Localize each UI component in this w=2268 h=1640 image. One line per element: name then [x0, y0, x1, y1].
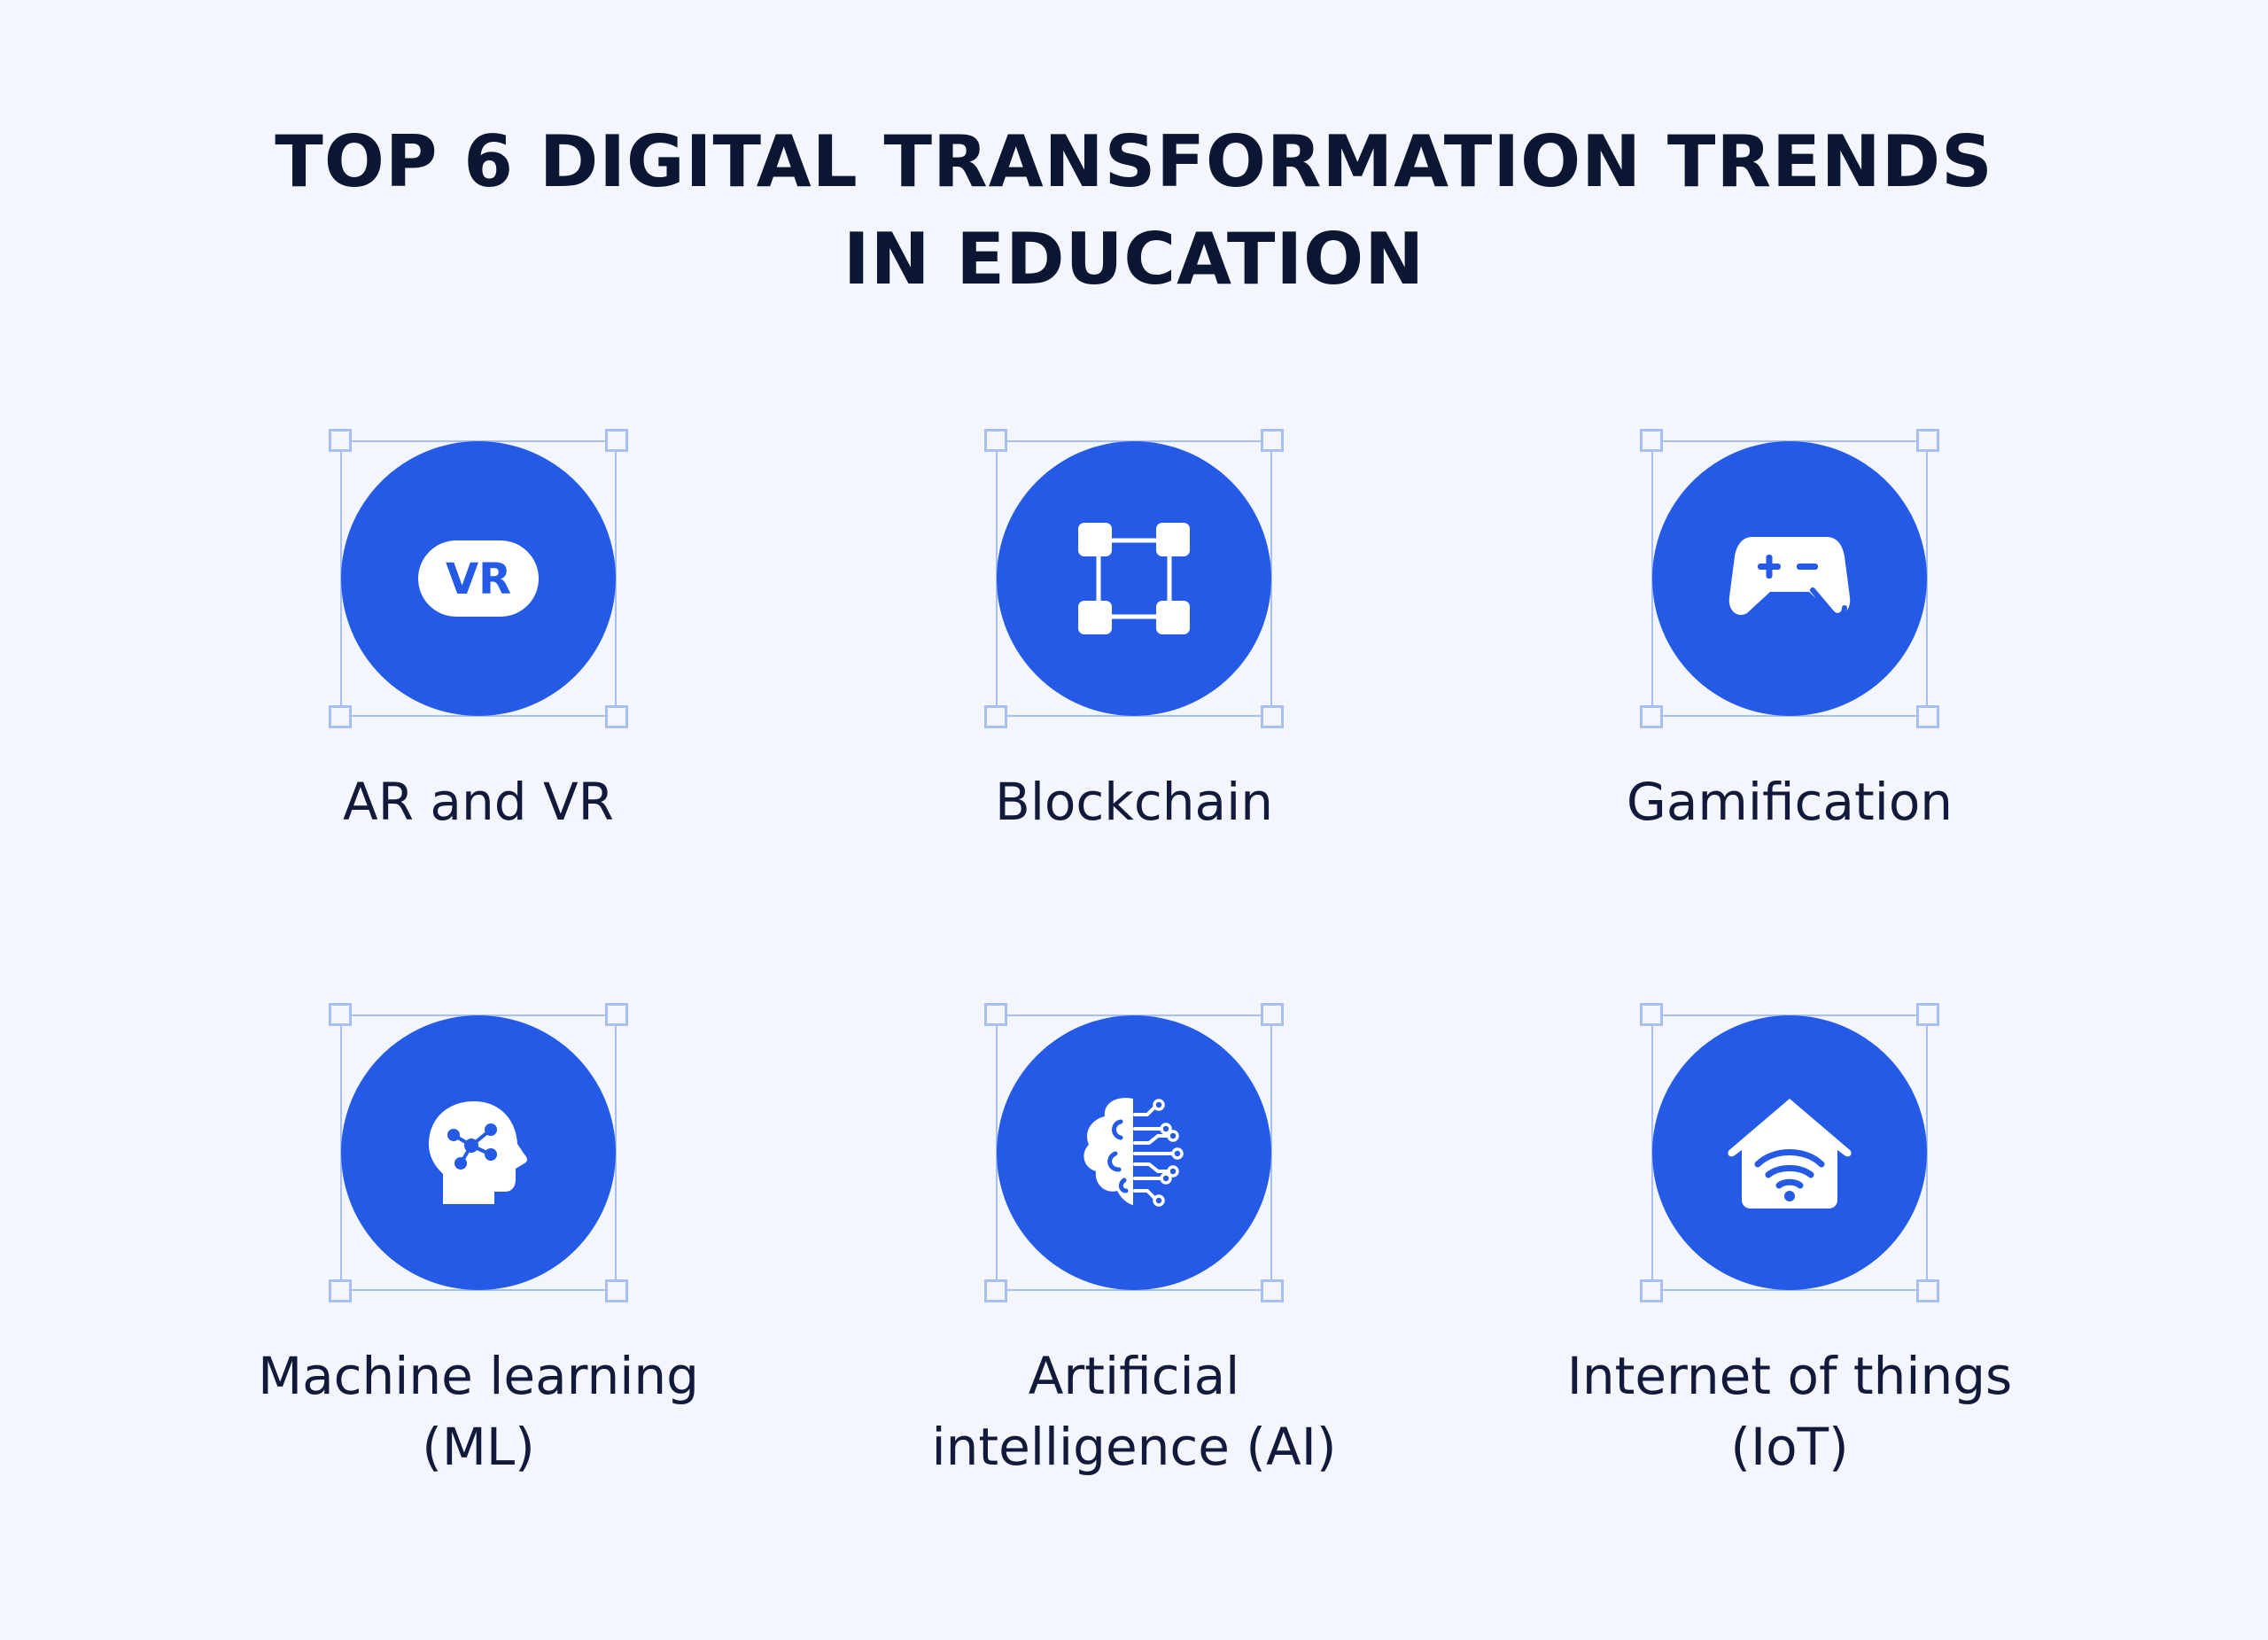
trend-label: Internet of things (IoT): [1462, 1341, 2117, 1482]
icon-circle: [341, 1015, 616, 1290]
frame-handle: [1640, 1279, 1663, 1302]
gamepad-icon: [1728, 537, 1851, 618]
page-title: TOP 6 DIGITAL TRANSFORMATION TRENDS IN E…: [0, 113, 2268, 308]
trend-label-line-1: AR and VR: [343, 772, 614, 832]
trend-label-line-2: (ML): [422, 1417, 535, 1477]
vr-badge-text: VR: [446, 555, 511, 604]
icon-circle: [997, 441, 1271, 716]
frame-handle: [605, 705, 628, 728]
blockchain-nodes-icon: [1078, 523, 1190, 634]
frame-handle: [984, 429, 1007, 452]
frame-handle: [1916, 1279, 1939, 1302]
trend-label: AR and VR: [151, 766, 806, 837]
frame-handle: [605, 1003, 628, 1026]
frame-handle: [1640, 1003, 1663, 1026]
frame-handle: [1916, 429, 1939, 452]
frame-handle: [605, 1279, 628, 1302]
trend-label-line-1: Internet of things: [1566, 1346, 2013, 1406]
vr-headset-icon: VR: [418, 540, 539, 617]
frame-handle: [1261, 429, 1284, 452]
trend-label: Blockchain: [806, 766, 1462, 837]
frame-handle: [984, 705, 1007, 728]
trend-label-line-1: Gamification: [1626, 772, 1953, 832]
frame-handle: [329, 1279, 352, 1302]
trend-label: Artificial intelligence (AI): [806, 1341, 1462, 1482]
trend-label-line-2: intelligence (AI): [931, 1417, 1337, 1477]
frame-handle: [1916, 1003, 1939, 1026]
frame-handle: [1261, 705, 1284, 728]
trend-label-line-1: Machine learning: [258, 1346, 699, 1406]
title-line-1: TOP 6 DIGITAL TRANSFORMATION TRENDS: [275, 120, 1993, 203]
frame-handle: [1261, 1003, 1284, 1026]
frame-handle: [1640, 705, 1663, 728]
frame-handle: [329, 429, 352, 452]
trend-label: Machine learning (ML): [151, 1341, 806, 1482]
title-line-2: IN EDUCATION: [843, 218, 1425, 300]
frame-handle: [329, 705, 352, 728]
trend-label: Gamification: [1462, 766, 2117, 837]
frame-handle: [1261, 1279, 1284, 1302]
frame-handle: [1640, 429, 1663, 452]
icon-circle: VR: [341, 441, 616, 716]
icon-circle: [1652, 1015, 1927, 1290]
icon-circle: [1652, 441, 1927, 716]
icon-circle: [997, 1015, 1271, 1290]
frame-handle: [605, 429, 628, 452]
trend-label-line-1: Blockchain: [995, 772, 1273, 832]
trend-label-line-2: (IoT): [1730, 1417, 1849, 1477]
frame-handle: [329, 1003, 352, 1026]
frame-handle: [1916, 705, 1939, 728]
frame-handle: [984, 1003, 1007, 1026]
trend-label-line-1: Artificial: [1028, 1346, 1240, 1406]
brain-circuit-icon: [1084, 1098, 1184, 1207]
head-network-icon: [429, 1101, 527, 1204]
smart-home-wifi-icon: [1728, 1099, 1852, 1209]
frame-handle: [984, 1279, 1007, 1302]
